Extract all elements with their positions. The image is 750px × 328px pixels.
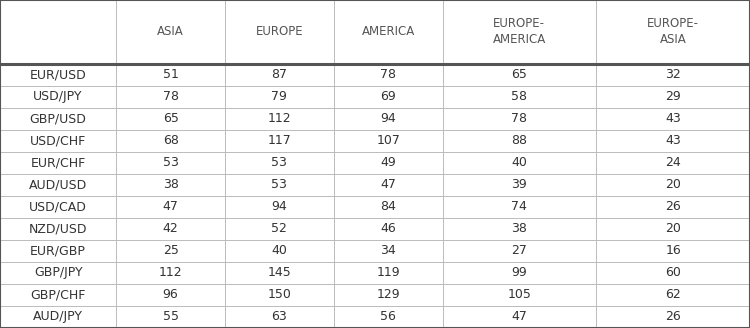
Text: 42: 42 [163, 222, 178, 236]
Text: 119: 119 [376, 266, 400, 279]
Text: 145: 145 [268, 266, 291, 279]
Text: 26: 26 [665, 200, 681, 214]
Text: USD/JPY: USD/JPY [33, 91, 82, 103]
Text: 78: 78 [380, 69, 396, 81]
Text: 25: 25 [163, 244, 178, 257]
Text: USD/CAD: USD/CAD [29, 200, 87, 214]
Text: 27: 27 [512, 244, 527, 257]
Text: 29: 29 [665, 91, 681, 103]
Text: 78: 78 [163, 91, 178, 103]
Text: 39: 39 [512, 178, 527, 192]
Text: 52: 52 [272, 222, 287, 236]
Text: 38: 38 [163, 178, 178, 192]
Text: USD/CHF: USD/CHF [30, 134, 86, 148]
Text: 51: 51 [163, 69, 178, 81]
Text: 43: 43 [665, 113, 681, 126]
Text: AUD/USD: AUD/USD [29, 178, 87, 192]
Text: 74: 74 [512, 200, 527, 214]
Text: 117: 117 [268, 134, 291, 148]
Text: 63: 63 [272, 311, 287, 323]
Text: 69: 69 [380, 91, 396, 103]
Text: 99: 99 [512, 266, 527, 279]
Text: 24: 24 [665, 156, 681, 170]
Text: 55: 55 [163, 311, 178, 323]
Text: 47: 47 [163, 200, 178, 214]
Text: 47: 47 [512, 311, 527, 323]
Text: EUROPE-
ASIA: EUROPE- ASIA [647, 17, 699, 47]
Text: 46: 46 [380, 222, 396, 236]
Text: 32: 32 [665, 69, 681, 81]
Text: 112: 112 [159, 266, 182, 279]
Text: 34: 34 [380, 244, 396, 257]
Text: 150: 150 [268, 289, 291, 301]
Text: 88: 88 [512, 134, 527, 148]
Text: 65: 65 [163, 113, 178, 126]
Text: 40: 40 [272, 244, 287, 257]
Text: EUR/USD: EUR/USD [30, 69, 86, 81]
Text: 65: 65 [512, 69, 527, 81]
Text: 56: 56 [380, 311, 396, 323]
Text: 16: 16 [665, 244, 681, 257]
Text: 94: 94 [272, 200, 287, 214]
Text: 26: 26 [665, 311, 681, 323]
Text: 47: 47 [380, 178, 396, 192]
Text: 79: 79 [272, 91, 287, 103]
Text: 53: 53 [163, 156, 178, 170]
Text: 78: 78 [512, 113, 527, 126]
Text: GBP/USD: GBP/USD [30, 113, 86, 126]
Text: 84: 84 [380, 200, 396, 214]
Text: 43: 43 [665, 134, 681, 148]
Text: 112: 112 [268, 113, 291, 126]
Text: 105: 105 [508, 289, 531, 301]
Text: 53: 53 [272, 178, 287, 192]
Text: ASIA: ASIA [158, 26, 184, 38]
Text: AUD/JPY: AUD/JPY [33, 311, 83, 323]
Text: EUROPE-
AMERICA: EUROPE- AMERICA [493, 17, 546, 47]
Text: 129: 129 [376, 289, 400, 301]
Text: EUR/GBP: EUR/GBP [30, 244, 86, 257]
Text: 94: 94 [380, 113, 396, 126]
Text: GBP/CHF: GBP/CHF [31, 289, 86, 301]
Text: 68: 68 [163, 134, 178, 148]
Text: 96: 96 [163, 289, 178, 301]
Text: AMERICA: AMERICA [362, 26, 415, 38]
Text: 87: 87 [272, 69, 287, 81]
Text: 62: 62 [665, 289, 681, 301]
Text: 40: 40 [512, 156, 527, 170]
Text: EUROPE: EUROPE [256, 26, 303, 38]
Text: 60: 60 [665, 266, 681, 279]
Text: 58: 58 [512, 91, 527, 103]
Text: GBP/JPY: GBP/JPY [34, 266, 82, 279]
Text: 49: 49 [380, 156, 396, 170]
Text: 20: 20 [665, 178, 681, 192]
Text: 53: 53 [272, 156, 287, 170]
Text: 20: 20 [665, 222, 681, 236]
Text: 38: 38 [512, 222, 527, 236]
Text: 107: 107 [376, 134, 400, 148]
Text: NZD/USD: NZD/USD [28, 222, 87, 236]
Text: EUR/CHF: EUR/CHF [31, 156, 86, 170]
